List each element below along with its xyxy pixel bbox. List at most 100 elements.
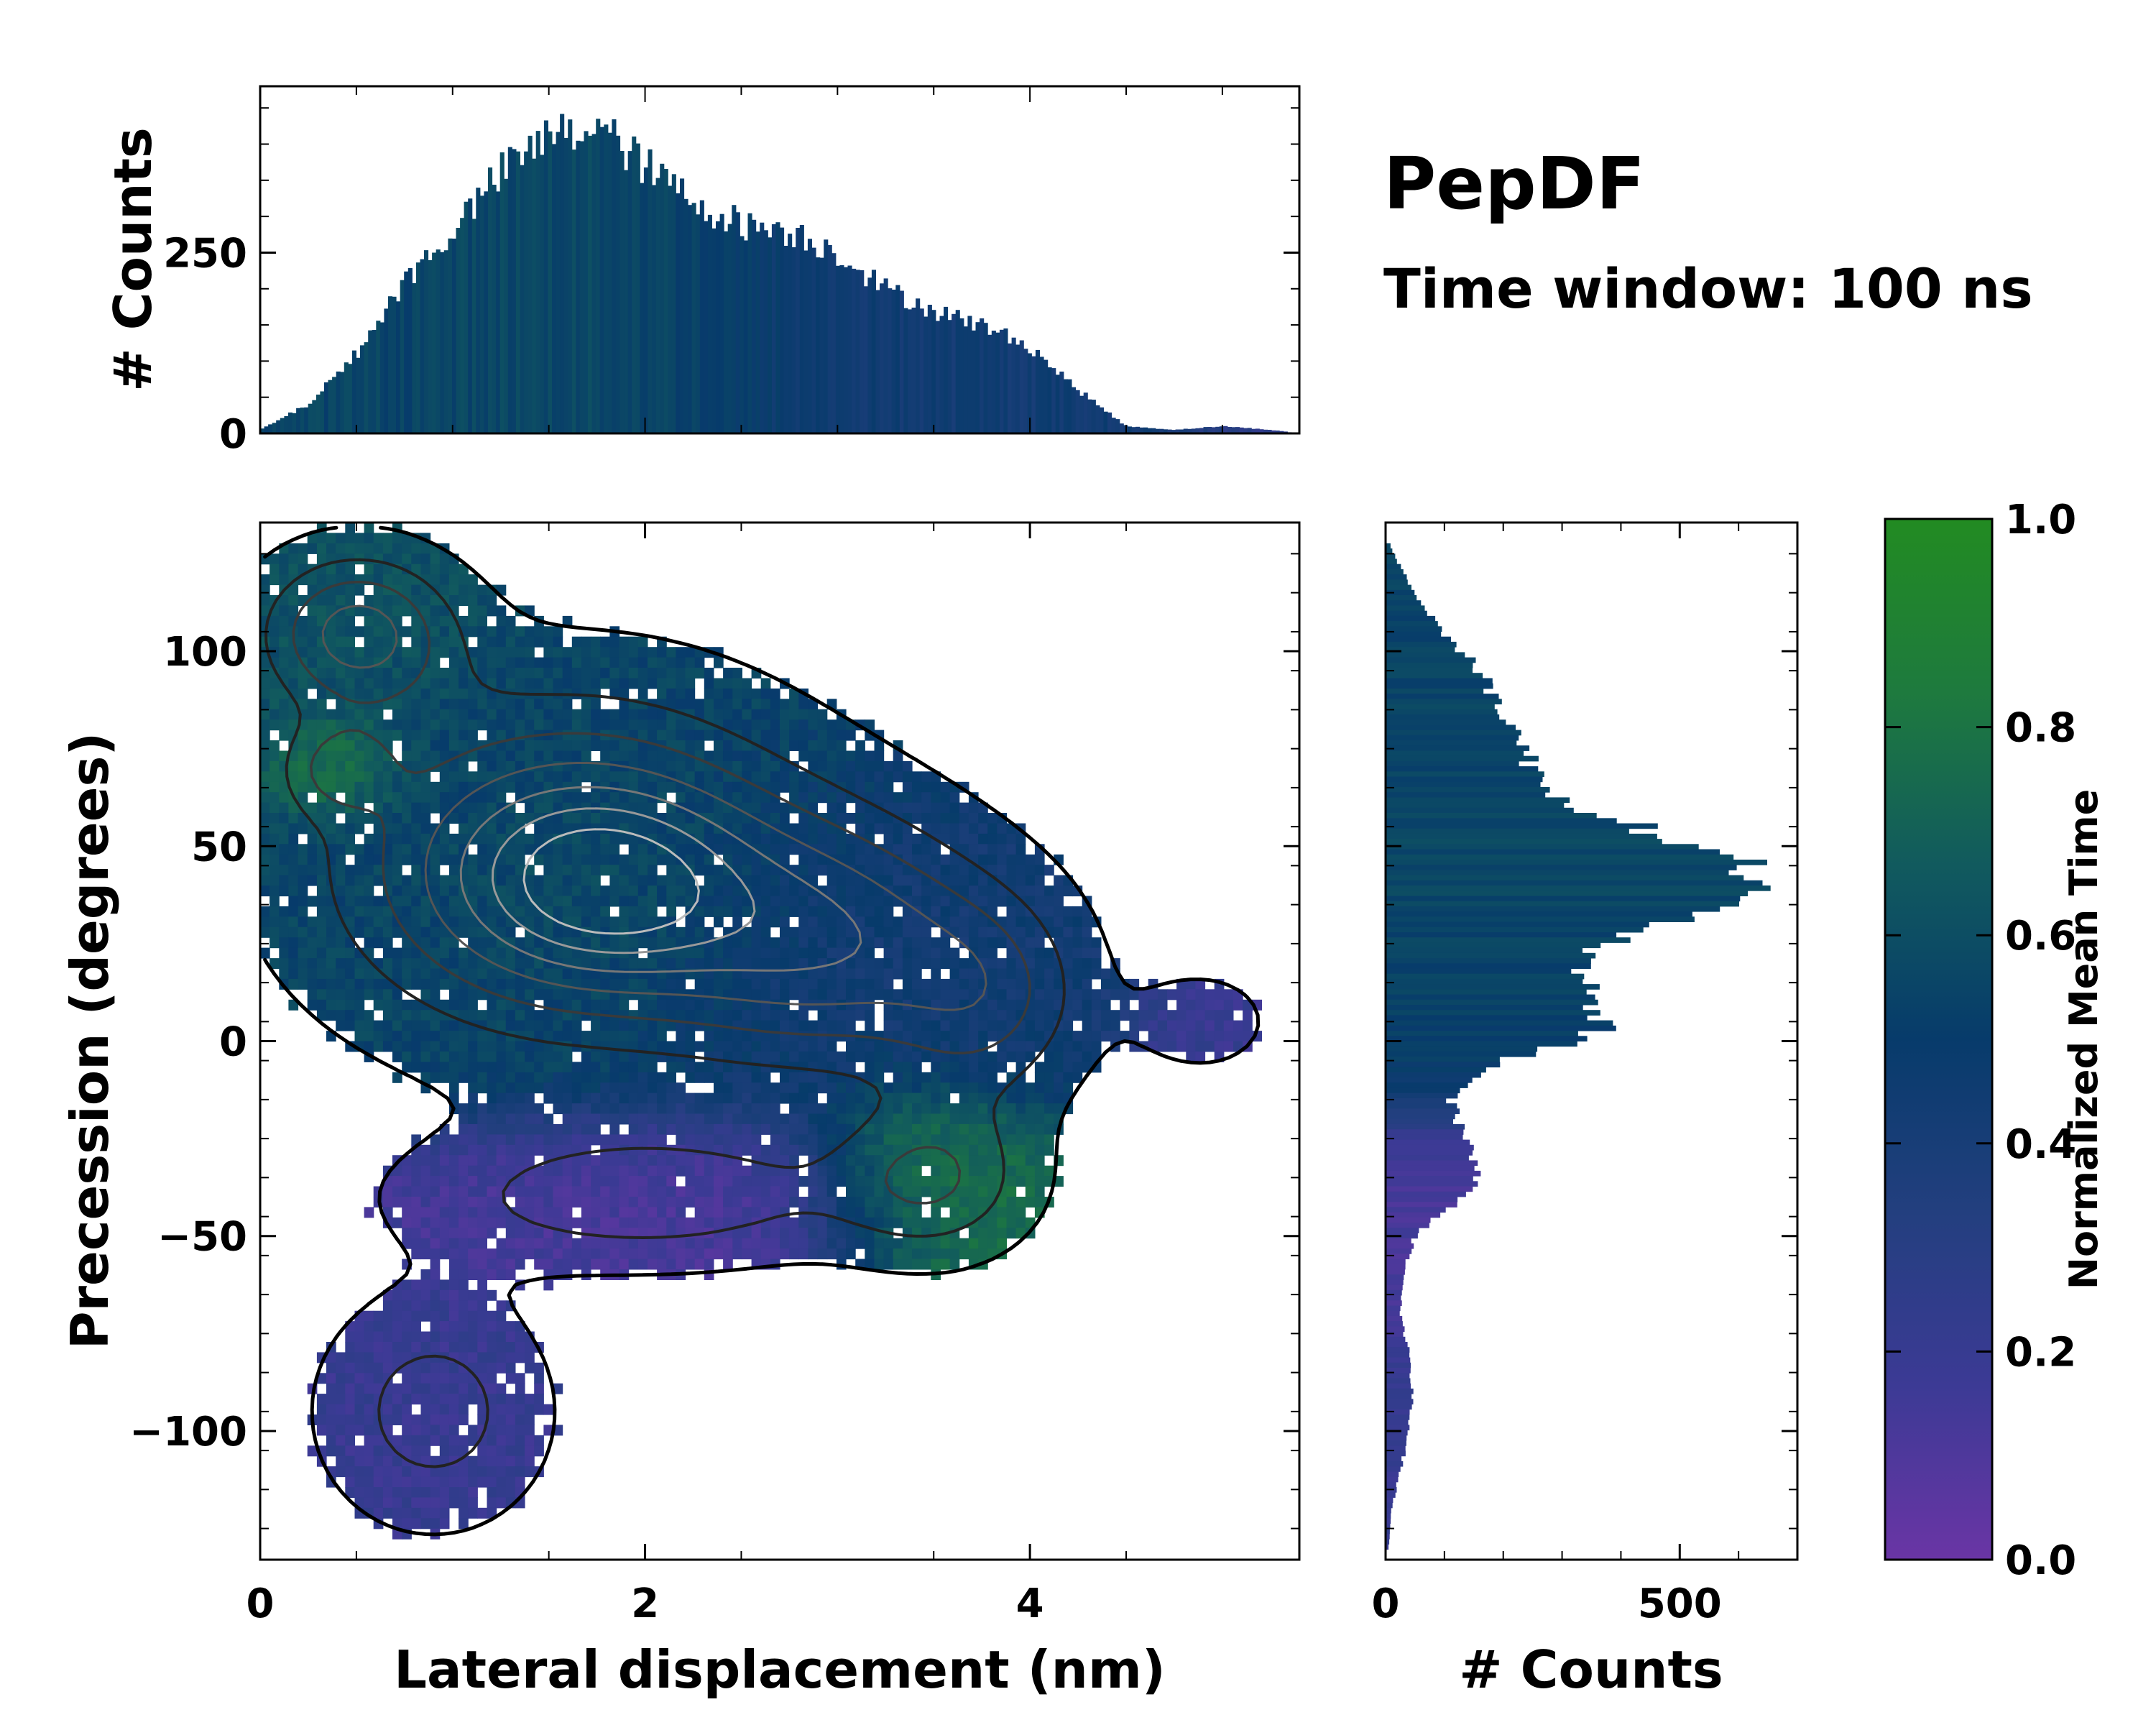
heatmap-cell	[487, 916, 497, 928]
heatmap-cell	[439, 1321, 450, 1333]
heatmap-cell	[855, 750, 865, 762]
heatmap-cell	[685, 719, 696, 731]
heatmap-cell	[883, 978, 894, 990]
heatmap-cell	[326, 999, 336, 1011]
heatmap-cell	[336, 584, 346, 596]
top-histogram-bar	[716, 221, 721, 433]
heatmap-cell	[505, 823, 516, 834]
heatmap-cell	[912, 1082, 922, 1094]
top-histogram-bar	[999, 329, 1004, 433]
heatmap-cell	[459, 584, 469, 596]
heatmap-cell	[1034, 1031, 1045, 1042]
heatmap-cell	[420, 1186, 431, 1197]
heatmap-cell	[1082, 999, 1092, 1011]
heatmap-cell	[439, 615, 450, 627]
heatmap-cell	[515, 958, 525, 970]
top-histogram-bar	[515, 151, 520, 433]
heatmap-cell	[1223, 999, 1234, 1011]
heatmap-cell	[704, 854, 714, 865]
heatmap-cell	[723, 1217, 733, 1228]
heatmap-cell	[402, 1321, 412, 1333]
heatmap-cell	[515, 844, 525, 855]
heatmap-cell	[420, 926, 431, 938]
heatmap-cell	[364, 781, 374, 793]
heatmap-cell	[402, 906, 412, 917]
heatmap-cell	[364, 1331, 374, 1343]
heatmap-cell	[562, 1020, 573, 1031]
heatmap-cell	[439, 1186, 450, 1197]
top-histogram-bar	[315, 395, 321, 433]
heatmap-cell	[902, 1259, 913, 1270]
heatmap-cell	[855, 886, 865, 897]
heatmap-cell	[496, 626, 507, 638]
heatmap-cell	[921, 1020, 931, 1031]
heatmap-cell	[704, 875, 714, 886]
heatmap-cell	[307, 916, 318, 928]
heatmap-cell	[648, 958, 658, 970]
heatmap-cell	[902, 1062, 913, 1073]
heatmap-cell	[826, 1041, 837, 1052]
heatmap-cell	[439, 1144, 450, 1156]
heatmap-cell	[298, 543, 308, 554]
heatmap-cell	[581, 792, 591, 804]
heatmap-cell	[562, 1248, 573, 1260]
heatmap-cell	[270, 813, 280, 824]
heatmap-cell	[959, 1092, 969, 1104]
heatmap-cell	[874, 1176, 885, 1187]
heatmap-cell	[865, 906, 875, 917]
heatmap-cell	[326, 947, 336, 959]
heatmap-cell	[676, 1238, 686, 1249]
heatmap-cell	[515, 771, 525, 783]
top-histogram-bar	[1211, 427, 1216, 433]
heatmap-cell	[373, 906, 384, 917]
heatmap-cell	[477, 1010, 487, 1021]
heatmap-cell	[940, 813, 951, 824]
heatmap-cell	[760, 1041, 771, 1052]
heatmap-cell	[260, 886, 270, 897]
heatmap-cell	[364, 1020, 374, 1031]
heatmap-cell	[534, 802, 544, 814]
heatmap-cell	[931, 854, 941, 865]
heatmap-cell	[459, 813, 469, 824]
heatmap-cell	[704, 730, 714, 741]
heatmap-cell	[959, 1134, 969, 1146]
heatmap-cell	[553, 813, 563, 824]
heatmap-cell	[780, 947, 790, 959]
heatmap-cell	[940, 1123, 951, 1135]
top-histogram-bar	[379, 322, 384, 433]
heatmap-cell	[789, 947, 799, 959]
heatmap-cell	[411, 886, 421, 897]
heatmap-cell	[921, 844, 931, 855]
heatmap-cell	[732, 750, 742, 762]
heatmap-cell	[619, 937, 630, 949]
heatmap-cell	[430, 699, 441, 710]
heatmap-cell	[571, 668, 582, 678]
heatmap-cell	[846, 854, 856, 865]
heatmap-cell	[525, 865, 535, 876]
heatmap-cell	[921, 1082, 931, 1094]
heatmap-cell	[571, 657, 582, 668]
heatmap-cell	[931, 1155, 941, 1167]
heatmap-cell	[354, 1010, 365, 1021]
heatmap-cell	[430, 865, 441, 876]
heatmap-cell	[628, 668, 639, 678]
heatmap-cell	[591, 668, 601, 678]
heatmap-cell	[600, 1165, 610, 1177]
heatmap-cell	[846, 978, 856, 990]
heatmap-cell	[345, 533, 355, 544]
heatmap-cell	[336, 750, 346, 762]
heatmap-cell	[798, 709, 808, 720]
heatmap-cell	[987, 823, 998, 834]
heatmap-cell	[411, 719, 421, 731]
heatmap-cell	[657, 750, 667, 762]
heatmap-cell	[298, 978, 308, 990]
top-histogram-bar	[464, 201, 469, 433]
heatmap-cell	[1006, 1186, 1017, 1197]
heatmap-cell	[987, 968, 998, 980]
heatmap-cell	[997, 865, 1007, 876]
heatmap-cell	[345, 760, 355, 772]
heatmap-cell	[448, 1259, 459, 1270]
heatmap-cell	[676, 760, 686, 772]
